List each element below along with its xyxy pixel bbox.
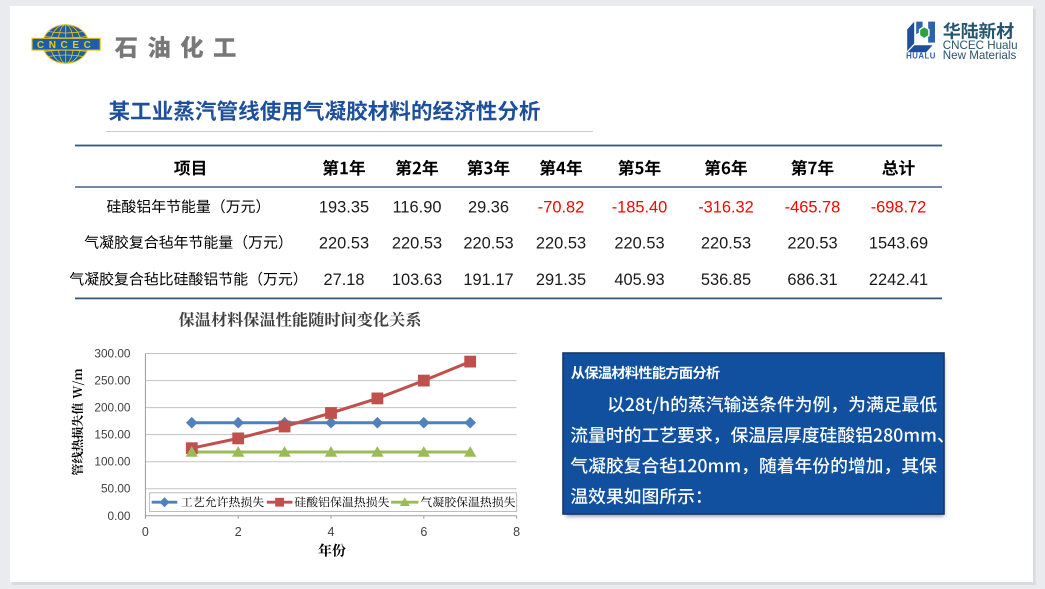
svg-text:6: 6 [420,525,427,539]
svg-text:2242.41: 2242.41 [869,271,928,289]
svg-text:-316.32: -316.32 [698,199,754,217]
svg-text:116.90: 116.90 [393,199,442,217]
svg-text:-465.78: -465.78 [785,199,841,217]
svg-text:220.53: 220.53 [392,234,442,252]
svg-text:-698.72: -698.72 [871,199,927,217]
svg-text:220.53: 220.53 [701,234,751,252]
svg-text:193.35: 193.35 [319,199,369,217]
svg-text:CNCEC: CNCEC [37,40,96,51]
svg-text:8: 8 [513,525,520,539]
svg-text:200.00: 200.00 [94,401,131,415]
svg-text:220.53: 220.53 [319,234,369,252]
svg-text:29.36: 29.36 [468,199,509,217]
svg-text:-185.40: -185.40 [612,199,668,217]
svg-text:100.00: 100.00 [94,455,131,469]
svg-text:27.18: 27.18 [323,271,364,289]
svg-text:220.53: 220.53 [536,234,586,252]
svg-text:220.53: 220.53 [463,234,513,252]
svg-text:220.53: 220.53 [787,234,837,252]
svg-text:2: 2 [235,525,242,539]
svg-text:50.00: 50.00 [101,482,131,496]
svg-text:4: 4 [328,525,335,539]
svg-text:0.00: 0.00 [108,509,131,523]
svg-text:405.93: 405.93 [614,271,664,289]
svg-text:103.63: 103.63 [392,271,442,289]
svg-text:686.31: 686.31 [787,271,837,289]
svg-text:HUALU: HUALU [906,52,936,61]
svg-text:191.17: 191.17 [463,271,513,289]
svg-text:250.00: 250.00 [94,374,131,388]
svg-text:1543.69: 1543.69 [869,234,928,252]
svg-text:-70.82: -70.82 [538,199,584,217]
svg-text:536.85: 536.85 [701,271,751,289]
svg-text:CNCEC Hualu: CNCEC Hualu [943,39,1018,52]
svg-text:New Materials: New Materials [943,49,1017,62]
svg-text:150.00: 150.00 [94,428,131,442]
svg-text:0: 0 [142,525,149,539]
svg-text:300.00: 300.00 [94,347,131,361]
svg-text:291.35: 291.35 [536,271,586,289]
svg-text:220.53: 220.53 [614,234,664,252]
